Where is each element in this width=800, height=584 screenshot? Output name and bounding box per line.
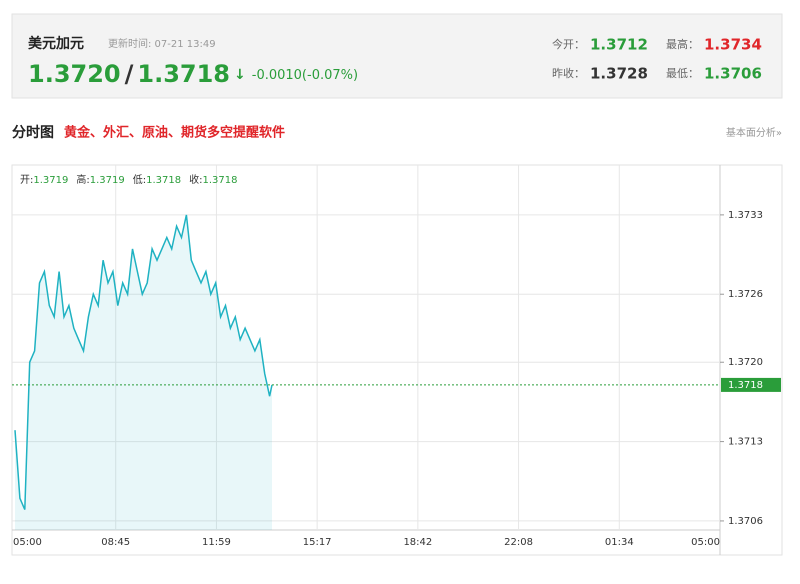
update-time: 更新时间: 07-21 13:49 [108,37,216,50]
change: -0.0010(-0.07%) [252,68,358,83]
ohlc-value: 1.3719 [90,175,125,186]
current-price-tag [721,377,781,392]
chart-frame [11,164,783,556]
quote-header [11,13,783,99]
current-price-label: 1.3718 [728,380,763,391]
x-tick-label: 15:17 [303,537,332,548]
y-tick-label: 1.3706 [728,516,763,527]
separator: / [125,60,134,88]
x-tick-label: 05:00 [13,537,42,548]
y-tick-label: 1.3713 [728,437,763,448]
stat-value: 1.3706 [704,65,762,83]
stat-value: 1.3734 [704,36,762,54]
ohlc-value: 1.3718 [146,175,181,186]
stat-label: 最高： [666,37,699,51]
price-line [14,214,273,510]
x-tick-label: 22:08 [504,537,533,548]
stat-value: 1.3712 [590,36,648,54]
ohlc-info: 开:1.3719 高:1.3719 低:1.3718 收:1.3718 [20,173,238,186]
stat-value: 1.3728 [590,65,648,83]
ohlc-label: 收: [189,173,202,186]
x-tick-label: 08:45 [101,537,130,548]
ohlc-value: 1.3719 [33,175,68,186]
x-tick-label: 11:59 [202,537,231,548]
x-tick-label: 01:34 [605,537,634,548]
ohlc-label: 开: [20,175,33,186]
y-tick-label: 1.3720 [728,357,763,368]
section-title: 分时图 [12,124,54,141]
x-tick-label: 05:00 [691,537,720,548]
stat-label: 最低： [666,67,699,80]
arrow: ↓ [234,67,246,83]
price-line: 1.3720/1.3718 ↓ -0.0010(-0.07%) [28,60,358,88]
analysis-link[interactable]: 基本面分析» [726,126,782,139]
y-tick-label: 1.3726 [728,289,763,300]
stat-label: 昨收： [552,66,585,80]
chart: 05:00 08:45 11:59 15:17 18:42 22:08 01:34 05:00… [12,165,781,555]
bid: 1.3720 [28,60,121,88]
ask: 1.3718 [137,60,230,88]
area [15,214,272,530]
y-tick-label: 1.3733 [728,210,763,221]
pair-name: 美元加元 [28,35,84,52]
ohlc-label: 低: [133,173,146,186]
x-tick-label: 18:42 [403,537,432,548]
ohlc-value: 1.3718 [203,175,238,186]
stats: 今开： 1.3712 最高： 1.3734 昨收： 1.3728 最低： 1.3706 [552,36,762,83]
stat-label: 今开： [552,37,585,51]
ohlc-label: 高: [76,173,89,186]
promo-link[interactable]: 黄金、外汇、原油、期货多空提醒软件 [64,125,285,141]
